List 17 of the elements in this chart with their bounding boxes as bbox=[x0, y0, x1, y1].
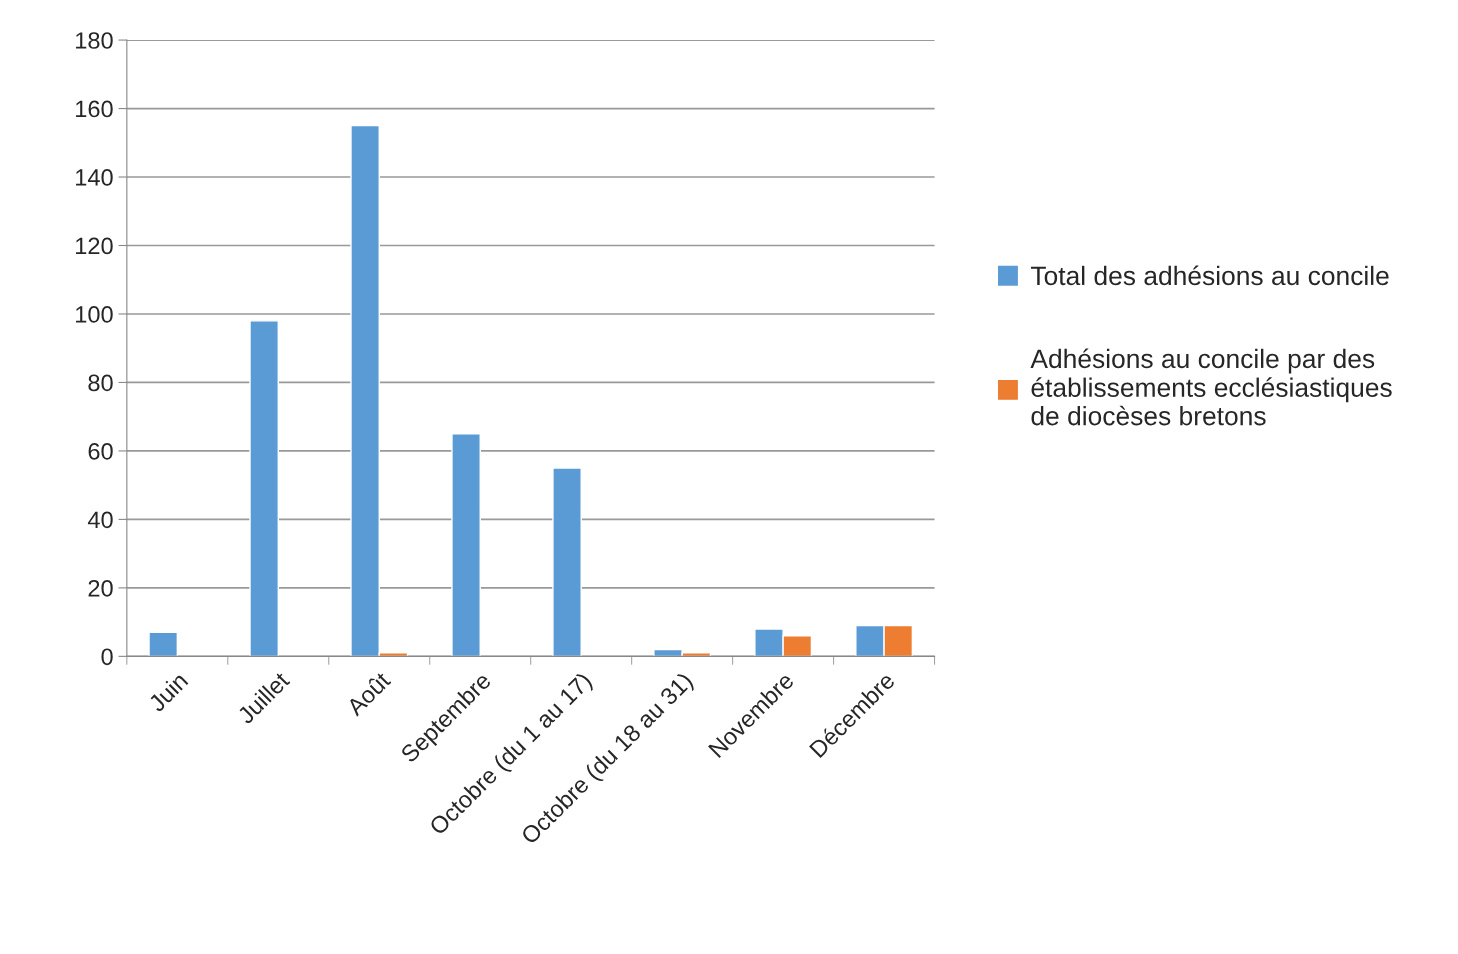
y-tick-label: 120 bbox=[76, 237, 113, 255]
legend-label: Total des adhésions au concile bbox=[1030, 265, 1389, 286]
legend-label: Adhésions au concile par des établissements ecclésiastiques de diocèses bretons bbox=[1030, 348, 1392, 426]
bar bbox=[451, 433, 481, 657]
y-tick-label: 100 bbox=[76, 306, 113, 323]
bar bbox=[552, 467, 582, 657]
y-tick-label: 160 bbox=[76, 100, 113, 118]
y-tick-label: 180 bbox=[76, 32, 113, 49]
y-tick-label: 0 bbox=[101, 648, 113, 666]
y-tick-label: 80 bbox=[88, 374, 113, 392]
y-tick-label: 40 bbox=[87, 511, 113, 529]
bar bbox=[249, 320, 279, 657]
y-tick-label: 140 bbox=[76, 169, 113, 186]
y-tick-label: 20 bbox=[88, 579, 113, 597]
y-tick-label: 60 bbox=[88, 442, 113, 460]
bar bbox=[148, 631, 179, 657]
x-tick-label: Juin bbox=[146, 671, 189, 713]
